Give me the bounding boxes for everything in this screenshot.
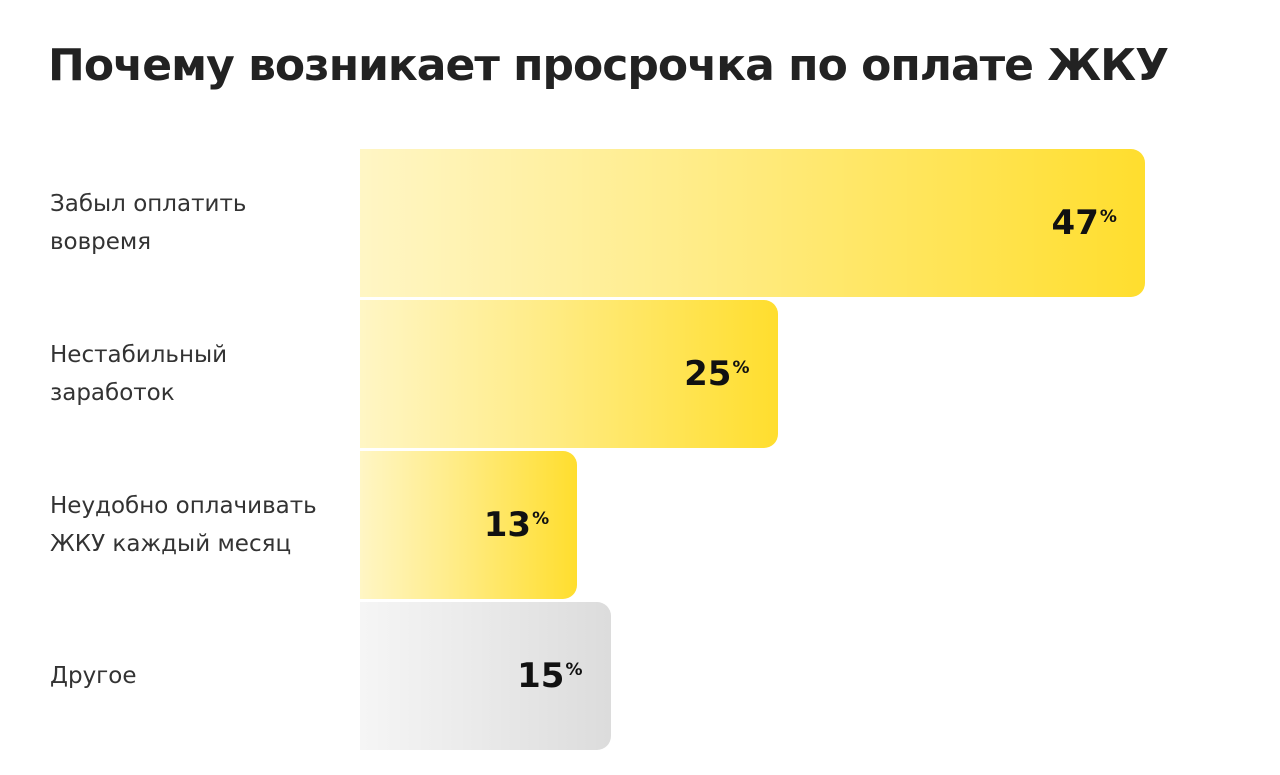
value-unit: % (565, 660, 583, 680)
category-label: Другое (50, 663, 137, 689)
value-number: 13 (483, 505, 532, 545)
category-label: Неудобно оплачивать ЖКУ каждый месяц (50, 493, 317, 557)
value-number: 25 (684, 354, 732, 394)
value-label: 47% (1052, 149, 1117, 297)
bar (360, 149, 1145, 297)
value-unit: % (1099, 207, 1117, 227)
category-label: Забыл оплатить вовремя (50, 191, 247, 255)
bar (360, 602, 611, 750)
bar (360, 451, 578, 599)
value-label: 25% (684, 300, 749, 448)
bar (360, 300, 778, 448)
value-label: 13% (484, 451, 549, 599)
value-unit: % (532, 509, 550, 529)
bar-row: Другое 15% (0, 602, 1280, 750)
chart-title: Почему возникает просрочка по оплате ЖКУ (48, 40, 1169, 91)
value-number: 15 (517, 656, 565, 696)
value-label: 15% (517, 602, 582, 750)
category-label: Нестабильный заработок (50, 342, 228, 406)
bar-row: Нестабильный заработок 25% (0, 300, 1280, 448)
value-number: 47 (1051, 203, 1099, 243)
bar-row: Неудобно оплачивать ЖКУ каждый месяц 13% (0, 451, 1280, 599)
value-unit: % (732, 358, 750, 378)
bar-row: Забыл оплатить вовремя 47% (0, 149, 1280, 297)
